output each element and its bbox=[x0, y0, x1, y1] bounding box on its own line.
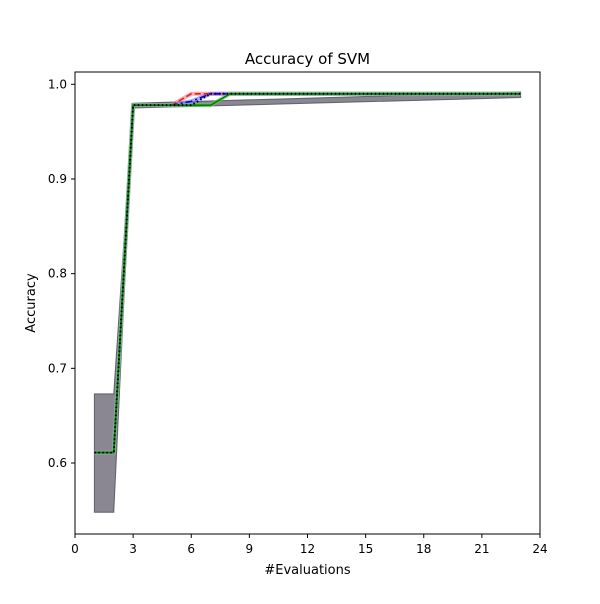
x-tick-label: 24 bbox=[532, 542, 547, 556]
x-tick-label: 15 bbox=[358, 542, 373, 556]
y-axis-label: Accuracy bbox=[24, 273, 39, 333]
x-tick-label: 12 bbox=[300, 542, 315, 556]
y-tick-label: 0.7 bbox=[48, 361, 67, 375]
x-tick-label: 6 bbox=[187, 542, 195, 556]
series-line-7 bbox=[94, 92, 521, 454]
plot-area bbox=[93, 91, 522, 513]
y-axis: 0.6 0.7 0.8 0.9 1.0 bbox=[48, 77, 75, 470]
x-tick-label: 0 bbox=[71, 542, 79, 556]
series-line-6 bbox=[94, 92, 521, 454]
x-axis: 0 3 6 9 12 15 18 21 24 bbox=[71, 534, 548, 556]
x-tick-label: 21 bbox=[474, 542, 489, 556]
x-tick-label: 18 bbox=[416, 542, 431, 556]
x-axis-label: #Evaluations bbox=[264, 563, 350, 578]
y-tick-label: 0.6 bbox=[48, 456, 67, 470]
uncertainty-band bbox=[93, 91, 522, 513]
y-tick-label: 0.9 bbox=[48, 172, 67, 186]
x-tick-label: 3 bbox=[129, 542, 137, 556]
x-tick-label: 9 bbox=[246, 542, 254, 556]
chart-title: Accuracy of SVM bbox=[245, 50, 370, 68]
y-tick-label: 1.0 bbox=[48, 77, 67, 91]
y-tick-label: 0.8 bbox=[48, 267, 67, 281]
